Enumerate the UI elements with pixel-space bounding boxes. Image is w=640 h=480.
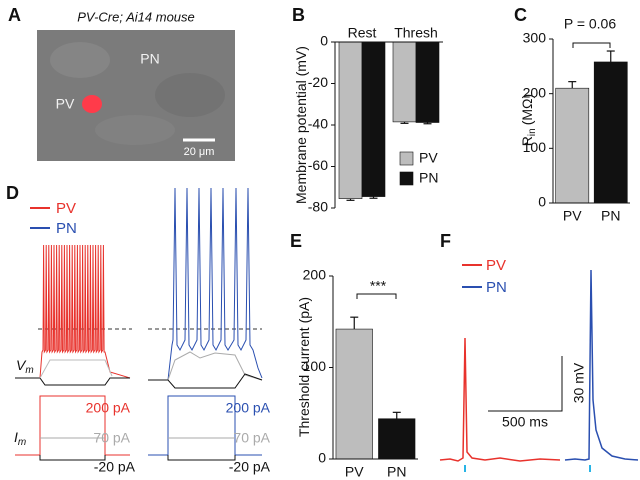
x-tick-label: PV bbox=[563, 208, 582, 224]
y-tick-label: 0 bbox=[538, 194, 546, 210]
x-tick-label: Thresh bbox=[394, 25, 438, 41]
y-axis-label: Membrane potential (mV) bbox=[293, 46, 309, 204]
im-label: Im bbox=[14, 429, 26, 448]
y-axis-label: Threshold current (pA) bbox=[296, 297, 312, 437]
current-label: -20 pA bbox=[229, 459, 271, 475]
voltage-trace bbox=[148, 187, 263, 381]
vm-label: V bbox=[16, 357, 27, 373]
current-step bbox=[15, 395, 130, 456]
bar bbox=[415, 41, 440, 123]
traces bbox=[15, 187, 263, 389]
legend-swatch bbox=[399, 151, 414, 166]
cell-label: PN bbox=[140, 51, 159, 67]
ap-trace bbox=[439, 337, 561, 462]
significance-bracket bbox=[572, 42, 611, 48]
y-tick-label: 100 bbox=[523, 139, 547, 155]
y-axis-label: R bbox=[519, 136, 535, 146]
vm-label: Vm bbox=[16, 357, 34, 376]
y-tick-label: 0 bbox=[318, 450, 326, 466]
voltage-trace bbox=[39, 359, 113, 379]
significance-label: P = 0.06 bbox=[564, 16, 617, 32]
legend-label: PV bbox=[419, 150, 438, 166]
texture bbox=[95, 115, 175, 145]
y-axis-label: Membrane potential (mV) bbox=[293, 46, 309, 204]
bar bbox=[378, 418, 416, 460]
current-step bbox=[148, 395, 262, 456]
y-tick-label: -20 bbox=[308, 74, 328, 90]
bar bbox=[338, 41, 363, 199]
x-tick-label: PN bbox=[601, 208, 620, 224]
y-tick-label: 300 bbox=[523, 30, 547, 46]
scale-label: 500 ms bbox=[502, 414, 548, 430]
voltage-trace bbox=[15, 244, 131, 379]
im-sub: m bbox=[18, 437, 26, 448]
vm-sub: m bbox=[25, 365, 33, 376]
im-label: I bbox=[14, 429, 18, 445]
y-tick-label: 100 bbox=[303, 358, 327, 374]
bar bbox=[335, 328, 373, 460]
panel-label: A bbox=[8, 5, 21, 25]
y-tick-label: -40 bbox=[308, 116, 328, 132]
scale-bar bbox=[488, 356, 563, 412]
current-label: 70 pA bbox=[93, 430, 130, 446]
legend-label: PN bbox=[419, 170, 438, 186]
cell-label: PV bbox=[56, 96, 75, 112]
y-axis-label: Rin (MΩ) bbox=[519, 94, 538, 146]
x-tick-label: Rest bbox=[348, 25, 377, 41]
current-step bbox=[39, 455, 106, 461]
bar bbox=[593, 61, 628, 204]
significance-bracket bbox=[356, 293, 397, 299]
panel-label: D bbox=[6, 183, 19, 203]
texture bbox=[155, 73, 225, 117]
legend-swatch bbox=[399, 171, 414, 186]
voltage-trace bbox=[148, 351, 263, 381]
significance-label: *** bbox=[370, 278, 387, 294]
y-tick-label: 200 bbox=[303, 267, 327, 283]
y-axis-label-sub: in bbox=[527, 128, 538, 136]
bar bbox=[555, 87, 590, 204]
y-tick-label: 200 bbox=[523, 84, 547, 100]
panel-label: B bbox=[292, 5, 305, 25]
voltage-trace bbox=[15, 377, 130, 386]
legend-label: PV bbox=[486, 257, 506, 274]
texture bbox=[50, 42, 110, 78]
voltage-trace bbox=[148, 373, 263, 389]
pv-cell bbox=[82, 95, 102, 113]
bar bbox=[361, 41, 386, 197]
x-tick-label: PN bbox=[387, 464, 406, 480]
y-tick-label: -80 bbox=[308, 199, 328, 215]
legend-label: PV bbox=[56, 200, 76, 217]
y-tick-label: -60 bbox=[308, 157, 328, 173]
y-axis-label: (MΩ) bbox=[519, 94, 535, 125]
current-label: 200 pA bbox=[86, 400, 131, 416]
current-label: -20 pA bbox=[94, 459, 136, 475]
current-label: 70 pA bbox=[233, 430, 270, 446]
scale-label: 30 mV bbox=[571, 362, 587, 403]
y-tick-label: 0 bbox=[320, 33, 328, 49]
panel-label: E bbox=[290, 231, 302, 251]
y-axis-label: Threshold current (pA) bbox=[296, 297, 312, 437]
x-tick-label: PV bbox=[345, 464, 364, 480]
scale-label: 20 μm bbox=[184, 146, 215, 158]
image-title: PV-Cre; Ai14 mouse bbox=[77, 9, 195, 24]
legend-label: PN bbox=[486, 279, 507, 296]
panel-label: C bbox=[514, 5, 527, 25]
current-step bbox=[167, 455, 236, 461]
panel-label: F bbox=[440, 231, 451, 251]
current-label: 200 pA bbox=[226, 400, 271, 416]
legend-label: PN bbox=[56, 220, 77, 237]
bar bbox=[392, 41, 417, 123]
ap-trace bbox=[564, 269, 639, 461]
